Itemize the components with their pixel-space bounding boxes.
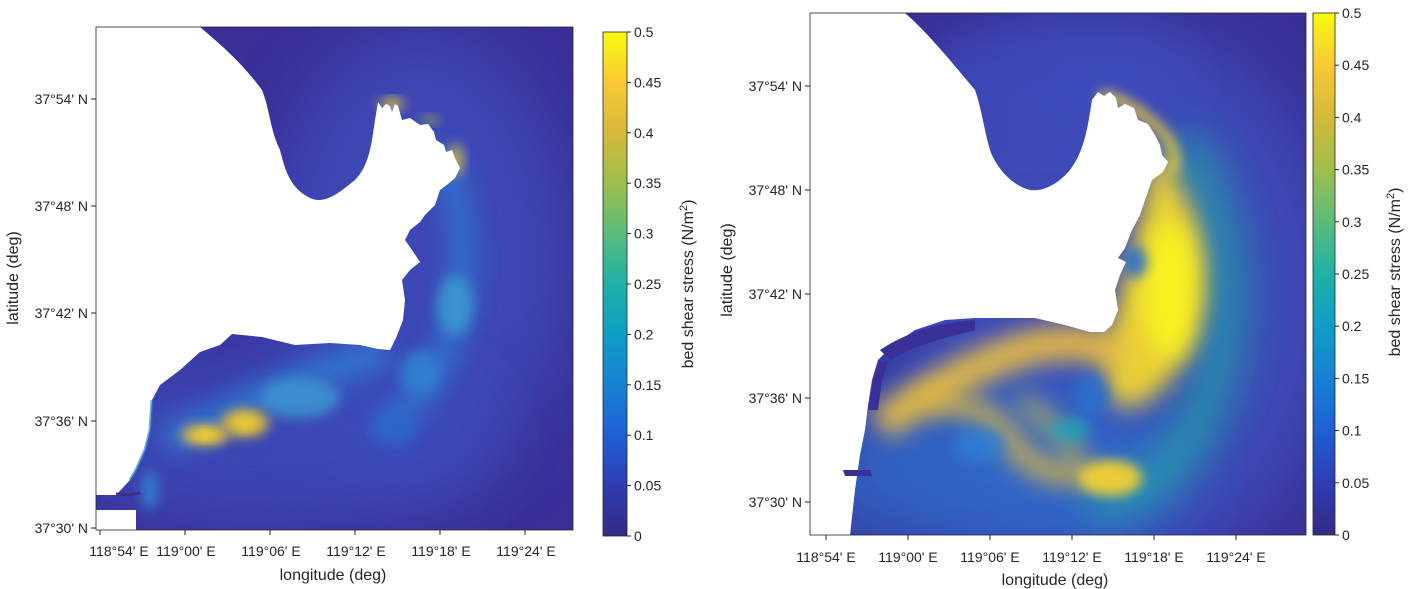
colorbar-tick-label: 0.15: [1342, 370, 1369, 386]
right-x-tick-label: 119°24' E: [1206, 549, 1265, 565]
left-x-axis-label: longitude (deg): [280, 567, 387, 584]
left-x-tick-label: 119°06' E: [241, 543, 300, 559]
left-colorbar-label: bed shear stress (N/m2): [678, 200, 697, 369]
right-y-axis: 37°54' N 37°48' N 37°42' N 37°36' N 37°3…: [719, 78, 810, 510]
left-y-axis: 37°54' N 37°48' N 37°42' N 37°36' N 37°3…: [5, 91, 96, 536]
left-map-panel: 118°54' E 119°00' E 119°06' E 119°12' E …: [5, 24, 697, 584]
colorbar-tick-label: 0.2: [1342, 318, 1362, 334]
colorbar-tick-label: 0.45: [634, 74, 661, 90]
colorbar-tick-label: 0.5: [1342, 5, 1362, 21]
left-land-north: [96, 27, 460, 495]
left-y-tick-label: 37°54' N: [35, 91, 88, 107]
left-y-tick-label: 37°48' N: [35, 198, 88, 214]
colorbar-tick-label: 0.05: [634, 478, 661, 494]
colorbar-tick-label: 0.35: [634, 175, 661, 191]
left-y-tick-label: 37°30' N: [35, 520, 88, 536]
right-x-tick-label: 119°12' E: [1042, 549, 1101, 565]
left-stress-field: [96, 27, 573, 530]
right-y-tick-label: 37°36' N: [749, 390, 802, 406]
right-colorbar-label: bed shear stress (N/m2): [1385, 188, 1404, 357]
colorbar-tick-label: 0.35: [1342, 162, 1369, 178]
left-land-west-cover: [96, 27, 160, 180]
left-x-tick-label: 118°54' E: [89, 543, 148, 559]
left-y-axis-label: latitude (deg): [5, 231, 22, 324]
colorbar-tick-label: 0.4: [634, 125, 654, 141]
colorbar-tick-label: 0.25: [1342, 266, 1369, 282]
colorbar-tick-label: 0.05: [1342, 475, 1369, 491]
colorbar-tick-label: 0.5: [634, 24, 654, 40]
right-y-tick-label: 37°30' N: [749, 494, 802, 510]
right-y-axis-label: latitude (deg): [719, 223, 736, 316]
right-x-tick-label: 119°06' E: [960, 549, 1019, 565]
right-x-axis: 118°54' E 119°00' E 119°06' E 119°12' E …: [796, 535, 1266, 589]
right-x-axis-label: longitude (deg): [1002, 572, 1109, 589]
right-x-tick-label: 118°54' E: [796, 549, 855, 565]
right-y-tick-label: 37°48' N: [749, 182, 802, 198]
colorbar-tick-label: 0: [1342, 527, 1350, 543]
colorbar-tick-label: 0.3: [634, 226, 654, 242]
left-x-tick-label: 119°12' E: [326, 543, 385, 559]
right-x-tick-label: 119°18' E: [1124, 549, 1183, 565]
left-colorbar: 0.5 0.45 0.4 0.35 0.3 0.25 0.2 0.15 0.1 0.05 0 bed…: [602, 24, 697, 544]
colorbar-tick-label: 0.1: [1342, 423, 1362, 439]
left-x-tick-label: 119°24' E: [496, 543, 555, 559]
right-stress-field: [810, 13, 1306, 535]
colorbar-tick-label: 0.25: [634, 276, 661, 292]
right-map-panel: 118°54' E 119°00' E 119°06' E 119°12' E …: [719, 5, 1404, 589]
colorbar-tick-label: 0.4: [1342, 109, 1362, 125]
left-x-axis: 118°54' E 119°00' E 119°06' E 119°12' E …: [89, 530, 556, 584]
left-y-tick-label: 37°42' N: [35, 305, 88, 321]
colorbar-tick-label: 0.2: [634, 326, 654, 342]
colorbar-tick-label: 0.45: [1342, 57, 1369, 73]
left-x-tick-label: 119°18' E: [411, 543, 470, 559]
colorbar-tick-label: 0.1: [634, 427, 654, 443]
colorbar-tick-label: 0: [634, 528, 642, 544]
right-y-tick-label: 37°42' N: [749, 286, 802, 302]
colorbar-tick-label: 0.15: [634, 377, 661, 393]
left-y-tick-label: 37°36' N: [35, 413, 88, 429]
right-y-tick-label: 37°54' N: [749, 78, 802, 94]
right-x-tick-label: 119°00' E: [878, 549, 937, 565]
right-colorbar: 0.5 0.45 0.4 0.35 0.3 0.25 0.2 0.15 0.1 0.05 0 bed…: [1312, 5, 1404, 543]
right-land-north: [810, 13, 1168, 535]
colorbar-tick-label: 0.3: [1342, 214, 1362, 230]
left-x-tick-label: 119°00' E: [156, 543, 215, 559]
